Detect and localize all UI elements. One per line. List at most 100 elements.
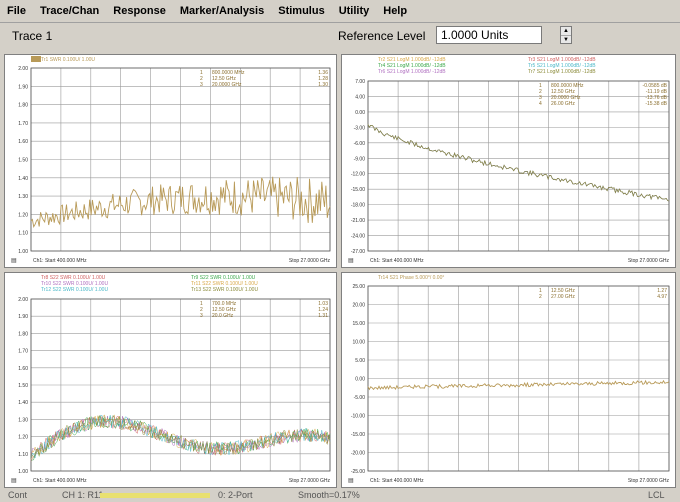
- menu-help[interactable]: Help: [383, 5, 408, 17]
- marker-freq: 27.00 GHz: [551, 294, 575, 300]
- marker-label: 1: [539, 83, 542, 89]
- y-tick-label: -25.00: [351, 469, 365, 475]
- marker-freq: 12.50 GHz: [551, 89, 575, 95]
- active-trace-marker: [31, 56, 41, 62]
- y-tick-label: -20.00: [351, 451, 365, 457]
- marker-label: 3: [200, 82, 203, 88]
- y-tick-label: 1.50: [18, 383, 28, 389]
- menu-file[interactable]: File: [7, 5, 26, 17]
- marker-label: 2: [539, 294, 542, 300]
- marker-value: 1.28: [318, 76, 328, 82]
- footer-start: Ch1: Start 400.000 MHz: [33, 258, 87, 264]
- trace-line: [30, 415, 331, 461]
- legend-item: Tr12 S22 SWR 0.100U/ 1.00U: [41, 287, 108, 293]
- y-tick-label: 1.10: [18, 452, 28, 458]
- marker-label: 3: [200, 313, 203, 319]
- spin-up-icon[interactable]: ▲: [561, 27, 571, 36]
- y-tick-label: 7.00: [355, 79, 365, 85]
- y-tick-label: 25.00: [352, 284, 365, 290]
- y-tick-label: 1.30: [18, 417, 28, 423]
- y-tick-label: -3.00: [354, 125, 366, 131]
- marker-freq: 700.0 MHz: [212, 301, 237, 307]
- y-tick-label: 1.80: [18, 331, 28, 337]
- plot-area: Tr1 SWR 0.100U/ 1.00U 2.00 1.90 1.80 1.70 1.6…: [0, 50, 680, 490]
- marker-label: 1: [200, 70, 203, 76]
- reference-level-spinner[interactable]: ▲ ▼: [560, 26, 572, 44]
- legend-item: Tr1 SWR 0.100U/ 1.00U: [41, 57, 95, 63]
- chart-svg-bl: Tr8 S22 SWR 0.100U/ 1.00U Tr9 S22 SWR 0.1…: [11, 275, 331, 484]
- legend-item: Tr13 S22 SWR 0.100U/ 1.00U: [191, 287, 258, 293]
- chart-svg-tl: Tr1 SWR 0.100U/ 1.00U 2.00 1.90 1.80 1.70 1.6…: [11, 56, 330, 264]
- y-tick-label: -10.00: [351, 414, 365, 420]
- trace-line: [367, 124, 670, 202]
- reference-level-label: Reference Level: [338, 29, 426, 43]
- reference-level-input[interactable]: 1.0000 Units: [436, 26, 542, 44]
- marker-freq: 800.0000 MHz: [551, 83, 584, 89]
- chart-swr-trace1[interactable]: Tr1 SWR 0.100U/ 1.00U 2.00 1.90 1.80 1.70 1.6…: [4, 54, 337, 268]
- y-tick-label: -15.00: [351, 432, 365, 438]
- y-tick-label: -12.00: [351, 172, 365, 178]
- status-mode: Cont: [8, 490, 28, 500]
- marker-freq: 20.0 GHz: [212, 313, 234, 319]
- footer-start: Ch1: Start 400.000 MHz: [370, 258, 424, 264]
- y-tick-label: 1.40: [18, 400, 28, 406]
- menu-response[interactable]: Response: [113, 5, 166, 17]
- footer-stop: Stop 27.0000 GHz: [628, 258, 670, 264]
- chart-svg-tr: Tr2 S21 LogM 1.000dB/ -12dB Tr3 S21 LogM …: [348, 57, 670, 264]
- footer-icon: ▤: [348, 258, 354, 264]
- y-tick-label: 4.00: [355, 94, 365, 100]
- y-tick-label: 1.20: [18, 212, 28, 218]
- toolbar: Trace 1 Reference Level 1.0000 Units ▲ ▼: [0, 23, 680, 49]
- trace-line: [30, 414, 331, 462]
- y-tick-label: 2.00: [18, 66, 28, 72]
- status-right: LCL: [648, 490, 665, 500]
- y-tick-label: 0.00: [355, 377, 365, 383]
- footer-start: Ch1: Start 400.000 MHz: [33, 478, 87, 484]
- marker-value: -15.38 dB: [645, 101, 667, 107]
- marker-value: -13.76 dB: [645, 95, 667, 101]
- marker-value: -0.0585 dB: [643, 83, 668, 89]
- spin-down-icon[interactable]: ▼: [563, 37, 569, 43]
- status-bar: Cont CH 1: R11 0: 2-Port Smooth=0.17% LC…: [0, 490, 680, 502]
- y-tick-label: 1.50: [18, 158, 28, 164]
- plot-frame: [367, 80, 670, 252]
- y-tick-label: -5.00: [354, 395, 366, 401]
- y-tick-label: 1.40: [18, 176, 28, 182]
- marker-freq: 12.50 GHz: [551, 288, 575, 294]
- plot-frame: [30, 298, 331, 472]
- marker-value: 1.30: [318, 82, 328, 88]
- trace-line: [30, 415, 331, 460]
- marker-value: 1.36: [318, 70, 328, 76]
- status-indicator-bar: [100, 493, 210, 498]
- marker-value: 4.97: [657, 294, 667, 300]
- y-tick-label: 1.90: [18, 84, 28, 90]
- chart-s21-phase[interactable]: Tr14 S21 Phase 5.000°/ 0.00° 25.00 20.00 15…: [341, 272, 676, 488]
- menu-stimulus[interactable]: Stimulus: [278, 5, 325, 17]
- y-tick-label: -9.00: [354, 156, 366, 162]
- marker-label: 2: [539, 89, 542, 95]
- y-tick-label: -27.00: [351, 249, 365, 255]
- y-tick-label: 10.00: [352, 340, 365, 346]
- menu-marker-analysis[interactable]: Marker/Analysis: [179, 5, 265, 17]
- menu-utility[interactable]: Utility: [338, 5, 370, 17]
- trace-line: [30, 414, 331, 460]
- footer-stop: Stop 27.0000 GHz: [628, 478, 670, 484]
- footer-icon: ▤: [11, 478, 17, 484]
- marker-label: 3: [539, 95, 542, 101]
- menu-trace-chan[interactable]: Trace/Chan: [39, 5, 100, 17]
- legend-item: Tr10 S22 SWR 0.100U/ 1.00U: [41, 281, 108, 287]
- marker-label: 2: [200, 76, 203, 82]
- marker-freq: 26.00 GHz: [551, 101, 575, 107]
- marker-freq: 12.50 GHz: [212, 76, 236, 82]
- legend-item: Tr5 S21 LogM 1.000dB/ -12dB: [528, 63, 596, 69]
- legend-item: Tr6 S21 LogM 1.000dB/ -12dB: [378, 69, 446, 75]
- chart-s21-logmag[interactable]: Tr2 S21 LogM 1.000dB/ -12dB Tr3 S21 LogM …: [341, 54, 676, 268]
- marker-value: 1.31: [318, 313, 328, 319]
- y-tick-label: 1.00: [18, 249, 28, 255]
- y-tick-label: 0.00: [355, 110, 365, 116]
- chart-swr-s22[interactable]: Tr8 S22 SWR 0.100U/ 1.00U Tr9 S22 SWR 0.1…: [4, 272, 337, 488]
- y-tick-label: -21.00: [351, 218, 365, 224]
- y-tick-label: 1.80: [18, 103, 28, 109]
- y-tick-label: 5.00: [355, 358, 365, 364]
- legend-item: Tr14 S21 Phase 5.000°/ 0.00°: [378, 275, 444, 281]
